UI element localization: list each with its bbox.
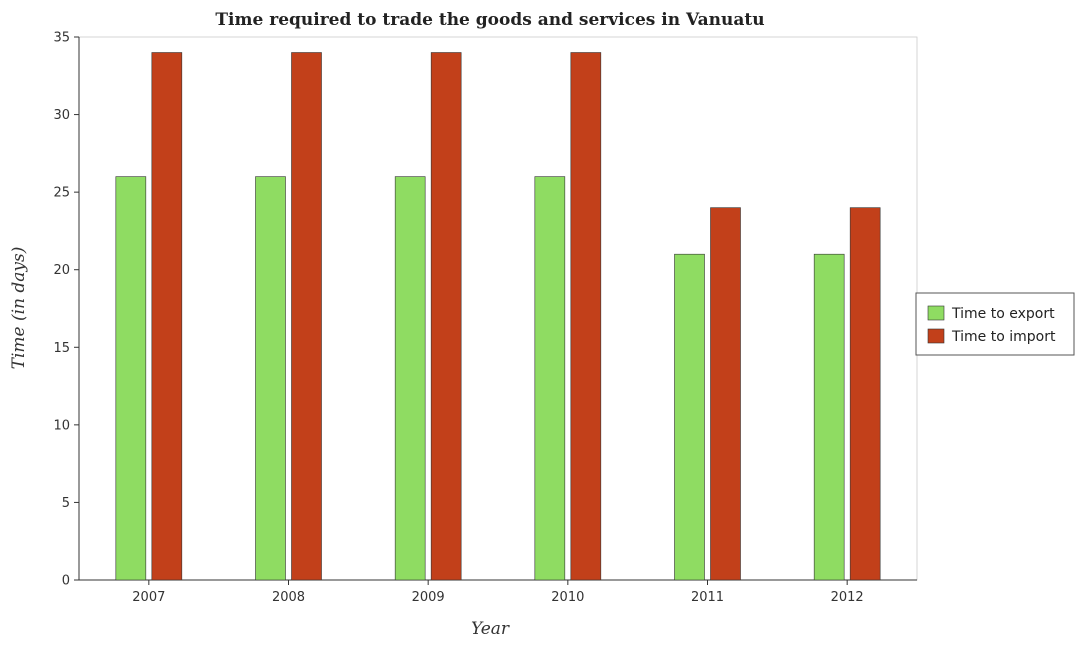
chart-title: Time required to trade the goods and ser… xyxy=(215,10,764,30)
x-tick-label: 2010 xyxy=(551,590,584,605)
legend-swatch-0 xyxy=(927,305,945,321)
y-tick-label: 10 xyxy=(53,418,70,433)
legend-label-1: Time to import xyxy=(951,329,1056,345)
bar-import-2012 xyxy=(849,207,881,581)
x-axis-title: Year xyxy=(471,619,510,639)
y-tick-label: 20 xyxy=(53,263,70,278)
bar-export-2007 xyxy=(115,176,147,581)
y-tick-label: 0 xyxy=(62,574,70,589)
x-tick-label: 2011 xyxy=(691,590,724,605)
bar-import-2009 xyxy=(430,52,462,581)
legend-swatch-1 xyxy=(927,328,945,344)
bar-export-2010 xyxy=(534,176,566,581)
x-tick-label: 2012 xyxy=(831,590,864,605)
legend: Time to export Time to import xyxy=(915,292,1075,356)
y-tick-label: 25 xyxy=(53,186,70,201)
legend-label-0: Time to export xyxy=(951,306,1055,322)
bar-export-2008 xyxy=(255,176,286,581)
x-tick-label: 2008 xyxy=(272,590,305,605)
legend-box xyxy=(915,292,1075,356)
x-axis: 2007 2008 2009 2010 2011 2012 xyxy=(79,579,917,605)
x-tick-label: 2007 xyxy=(132,590,165,605)
bar-import-2011 xyxy=(710,207,741,581)
bar-export-2009 xyxy=(394,176,426,581)
y-tick-label: 15 xyxy=(53,341,70,356)
bar-import-2010 xyxy=(570,52,602,581)
bar-import-2007 xyxy=(151,52,183,581)
plot-area xyxy=(78,36,918,581)
bar-import-2008 xyxy=(291,52,322,581)
y-axis: 0 5 10 15 20 25 30 35 xyxy=(53,31,80,589)
bar-export-2011 xyxy=(674,253,705,581)
y-tick-label: 5 xyxy=(62,496,70,511)
y-axis-title: Time (in days) xyxy=(9,247,29,370)
x-tick-label: 2009 xyxy=(412,590,445,605)
bars xyxy=(115,52,881,581)
y-tick-label: 30 xyxy=(53,108,70,123)
y-tick-label: 35 xyxy=(53,31,70,46)
bar-export-2012 xyxy=(813,253,845,581)
